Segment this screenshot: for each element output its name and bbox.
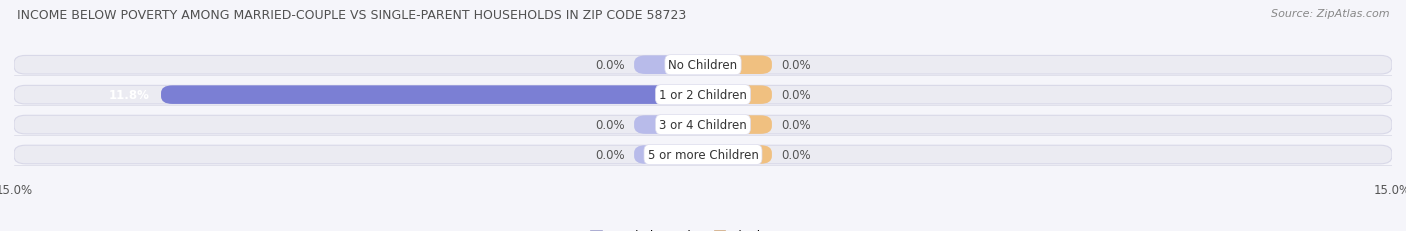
- Text: 0.0%: 0.0%: [782, 119, 811, 131]
- Text: 5 or more Children: 5 or more Children: [648, 148, 758, 161]
- Text: 0.0%: 0.0%: [595, 119, 624, 131]
- FancyBboxPatch shape: [162, 86, 703, 104]
- Text: 0.0%: 0.0%: [782, 59, 811, 72]
- FancyBboxPatch shape: [14, 146, 1392, 164]
- Text: 0.0%: 0.0%: [595, 148, 624, 161]
- Text: INCOME BELOW POVERTY AMONG MARRIED-COUPLE VS SINGLE-PARENT HOUSEHOLDS IN ZIP COD: INCOME BELOW POVERTY AMONG MARRIED-COUPL…: [17, 9, 686, 22]
- Text: 0.0%: 0.0%: [782, 89, 811, 102]
- Text: 11.8%: 11.8%: [108, 89, 149, 102]
- FancyBboxPatch shape: [703, 86, 772, 104]
- Text: 0.0%: 0.0%: [595, 59, 624, 72]
- FancyBboxPatch shape: [703, 56, 772, 75]
- Text: No Children: No Children: [668, 59, 738, 72]
- FancyBboxPatch shape: [634, 146, 703, 164]
- Text: 3 or 4 Children: 3 or 4 Children: [659, 119, 747, 131]
- FancyBboxPatch shape: [14, 116, 1392, 134]
- FancyBboxPatch shape: [703, 146, 772, 164]
- Legend: Married Couples, Single Parents: Married Couples, Single Parents: [586, 224, 820, 231]
- Text: 1 or 2 Children: 1 or 2 Children: [659, 89, 747, 102]
- FancyBboxPatch shape: [634, 56, 703, 75]
- Text: Source: ZipAtlas.com: Source: ZipAtlas.com: [1271, 9, 1389, 19]
- FancyBboxPatch shape: [14, 86, 1392, 104]
- Text: 0.0%: 0.0%: [782, 148, 811, 161]
- FancyBboxPatch shape: [14, 56, 1392, 75]
- FancyBboxPatch shape: [703, 116, 772, 134]
- FancyBboxPatch shape: [634, 116, 703, 134]
